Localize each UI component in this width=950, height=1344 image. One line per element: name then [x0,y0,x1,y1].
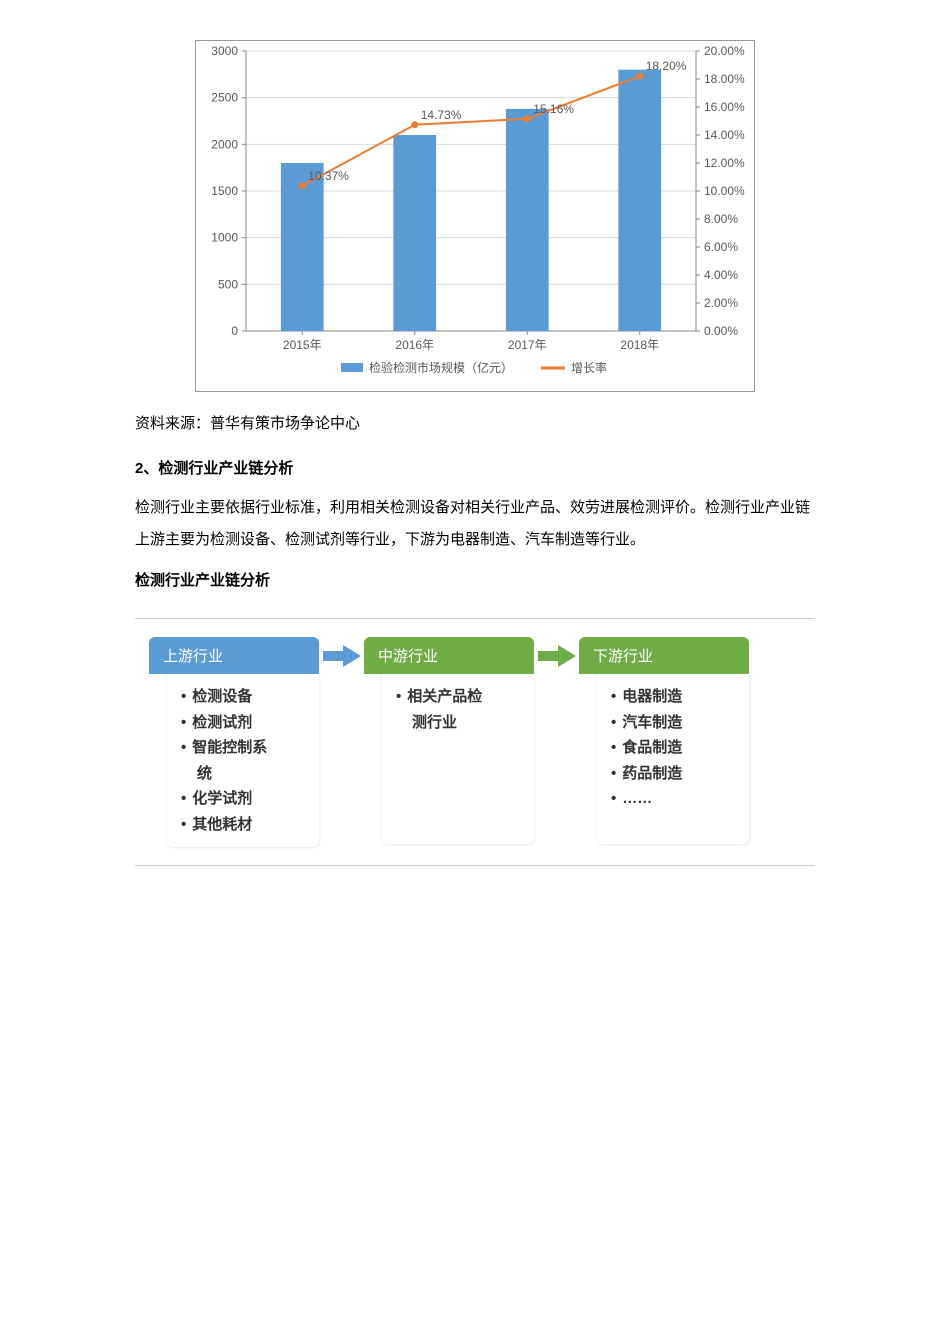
svg-text:1000: 1000 [211,231,238,245]
flow-card: 中游行业相关产品检测行业 [364,637,534,844]
flow-card: 上游行业检测设备检测试剂智能控制系统化学试剂其他耗材 [149,637,319,847]
svg-text:1500: 1500 [211,184,238,198]
flow-item: 食品制造 [605,735,741,761]
flow-arrow-icon [319,637,364,669]
svg-text:2.00%: 2.00% [704,296,738,310]
flow-card-body: 检测设备检测试剂智能控制系统化学试剂其他耗材 [167,674,319,847]
svg-text:增长率: 增长率 [571,360,607,375]
svg-text:14.73%: 14.73% [421,108,462,122]
flow-item: …… [605,786,741,812]
svg-text:2017年: 2017年 [508,338,547,352]
flow-item: 其他耗材 [175,812,311,838]
svg-text:16.00%: 16.00% [704,100,745,114]
flow-card-body: 相关产品检测行业 [382,674,534,844]
market-size-chart: 0 500 1000 1500 2000 2500 3000 0.00% 2.00% 4.00% 6… [195,40,755,392]
chart-svg: 0 500 1000 1500 2000 2500 3000 0.00% 2.00% 4.00% 6… [196,41,756,391]
svg-text:2018年: 2018年 [620,338,659,352]
svg-text:8.00%: 8.00% [704,212,738,226]
svg-text:15.16%: 15.16% [533,102,574,116]
flow-item-cont: 测行业 [390,710,526,736]
subsection-heading: 检测行业产业链分析 [135,569,815,590]
svg-text:10.00%: 10.00% [704,184,745,198]
flow-item: 检测设备 [175,684,311,710]
svg-text:检验检测市场规模（亿元）: 检验检测市场规模（亿元） [369,360,513,375]
flow-card-header: 中游行业 [364,637,534,674]
svg-text:2000: 2000 [211,137,238,151]
svg-text:4.00%: 4.00% [704,268,738,282]
industry-chain-diagram: 上游行业检测设备检测试剂智能控制系统化学试剂其他耗材中游行业相关产品检测行业下游… [135,618,815,866]
flow-item: 汽车制造 [605,710,741,736]
flow-arrow-icon [534,637,579,669]
flow-item: 电器制造 [605,684,741,710]
svg-text:18.00%: 18.00% [704,72,745,86]
svg-text:20.00%: 20.00% [704,44,745,58]
svg-text:18.20%: 18.20% [646,59,687,73]
svg-text:10.37%: 10.37% [308,169,349,183]
svg-text:2015年: 2015年 [283,338,322,352]
svg-text:3000: 3000 [211,44,238,58]
svg-text:2016年: 2016年 [395,338,434,352]
svg-text:0: 0 [231,324,238,338]
flow-item: 化学试剂 [175,786,311,812]
flow-card-header: 上游行业 [149,637,319,674]
flow-item-cont: 统 [175,761,311,787]
svg-text:14.00%: 14.00% [704,128,745,142]
svg-text:12.00%: 12.00% [704,156,745,170]
flow-item: 智能控制系 [175,735,311,761]
chart-caption: 资料来源：普华有策市场争论中心 [135,412,815,433]
svg-text:2500: 2500 [211,91,238,105]
flow-card-header: 下游行业 [579,637,749,674]
section-heading: 2、检测行业产业链分析 [135,457,815,478]
section-paragraph: 检测行业主要依据行业标准，利用相关检测设备对相关行业产品、效劳进展检测评价。检测… [135,492,815,555]
svg-text:6.00%: 6.00% [704,240,738,254]
svg-text:500: 500 [218,277,238,291]
flow-item: 药品制造 [605,761,741,787]
flow-item: 相关产品检 [390,684,526,710]
flow-item: 检测试剂 [175,710,311,736]
svg-text:0.00%: 0.00% [704,324,738,338]
flow-card-body: 电器制造汽车制造食品制造药品制造…… [597,674,749,844]
flow-card: 下游行业电器制造汽车制造食品制造药品制造…… [579,637,749,844]
